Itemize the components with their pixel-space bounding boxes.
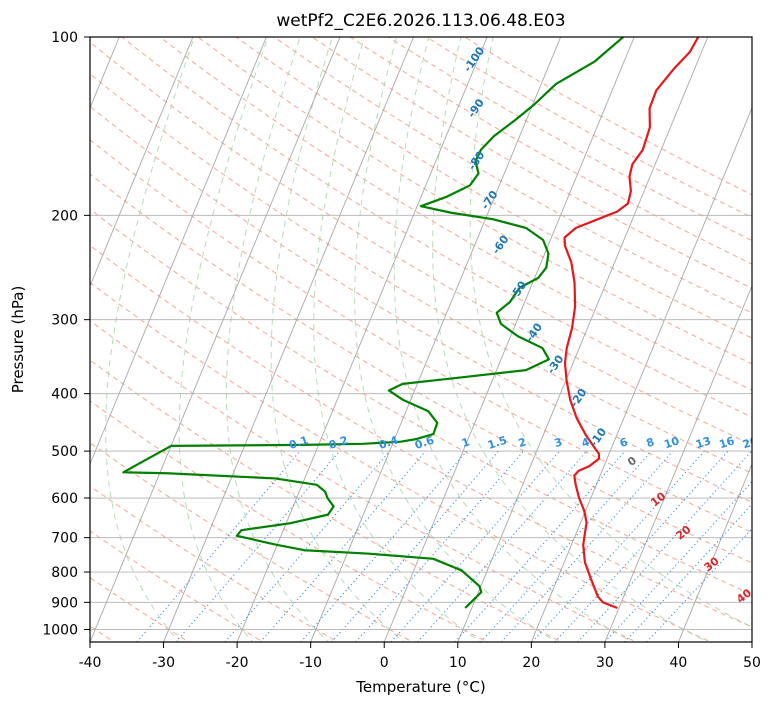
isotherm-line (90, 37, 194, 288)
x-axis-tick-label: 30 (596, 655, 614, 671)
dry-adiabat-line (273, 37, 752, 314)
isotherm-line (457, 37, 709, 642)
isotherm-line (383, 37, 635, 642)
mixing-ratio-line (554, 450, 729, 642)
y-axis-tick-label: 700 (51, 531, 78, 547)
mixing-ratio-line (454, 450, 626, 642)
mixing-ratio-label: 16 (718, 434, 737, 451)
x-axis-tick-label: 20 (522, 655, 540, 671)
mixing-ratio-line (300, 450, 468, 642)
mixing-ratio-label: 6 (618, 435, 630, 450)
mixing-ratio-line (624, 503, 752, 642)
y-axis-tick-label: 200 (51, 208, 78, 224)
x-axis-tick-label: -10 (299, 655, 322, 671)
mixing-ratio-label: 1 (460, 435, 471, 450)
isotherm-line (530, 106, 752, 642)
x-axis-tick-label: 10 (449, 655, 467, 671)
mixing-ratio-line (604, 480, 752, 642)
mixing-ratio-line (577, 450, 752, 642)
mixing-ratio-label: 0.2 (327, 434, 350, 452)
y-axis-tick-label: 900 (51, 595, 78, 611)
temperature-profile-line (563, 37, 700, 610)
mixing-ratio-line (646, 527, 752, 642)
dry-adiabat-line (90, 208, 752, 596)
y-axis-tick-label: 300 (51, 313, 78, 329)
moist-adiabat-line (432, 37, 709, 642)
dewpoint-profile-line (122, 37, 624, 609)
mixing-ratio-label: 4 (580, 435, 592, 450)
y-axis-tick-label: 500 (51, 444, 78, 460)
y-axis-tick-label: 100 (51, 30, 78, 46)
mixing-ratio-label: 0.4 (377, 433, 400, 451)
y-axis-tick-label: 400 (51, 387, 78, 403)
x-axis-tick-label: 40 (670, 655, 688, 671)
mixing-ratio-line (331, 450, 499, 642)
x-axis-tick-label: -30 (152, 655, 175, 671)
x-axis-tick-label: 0 (380, 655, 389, 671)
mixing-ratio-label: 20 (741, 434, 760, 451)
mixing-ratio-label: 0.1 (287, 434, 310, 452)
y-axis-tick-label: 1000 (42, 622, 78, 638)
moist-adiabat-label: 40 (734, 586, 754, 606)
y-axis-tick-label: 800 (51, 565, 78, 581)
dry-adiabat-line (121, 37, 752, 418)
x-axis-label: Temperature (°C) (355, 678, 485, 696)
moist-adiabat-line (354, 37, 558, 642)
isotherm-line (90, 37, 341, 642)
x-axis-tick-label: -40 (79, 655, 102, 671)
isotherm-line (236, 37, 488, 642)
dry-adiabat-line (90, 173, 752, 564)
mixing-ratio-line (417, 450, 588, 642)
dry-adiabat-line (90, 105, 752, 503)
dry-adiabat-line (90, 320, 638, 642)
mixing-ratio-line (355, 450, 524, 642)
y-axis-tick-label: 600 (51, 491, 78, 507)
x-axis-tick-label: 50 (743, 655, 761, 671)
dry-adiabat-line (197, 37, 752, 365)
x-axis-tick-label: -20 (226, 655, 249, 671)
mixing-ratio-label: 0.6 (413, 433, 436, 451)
plot-frame (89, 36, 753, 643)
isotherm-line (678, 462, 752, 642)
mixing-ratio-label: 3 (553, 435, 564, 450)
mixing-ratio-label: 2 (517, 435, 528, 450)
mixing-ratio-label: 8 (645, 435, 656, 450)
mixing-ratio-line (390, 450, 560, 642)
mixing-ratio-label: 10 (662, 434, 681, 451)
isotherm-line (90, 37, 267, 466)
chart-title: wetPf2_C2E6.2026.113.06.48.E03 (276, 11, 565, 31)
mixing-ratio-label: 13 (694, 434, 713, 451)
y-axis-label: Pressure (hPa) (9, 286, 27, 394)
dry-adiabat-line (90, 139, 752, 533)
isotherm-line (163, 37, 414, 642)
plot-background (90, 37, 752, 642)
isotherm-line (310, 37, 562, 642)
mixing-ratio-label: 1.5 (486, 434, 509, 452)
